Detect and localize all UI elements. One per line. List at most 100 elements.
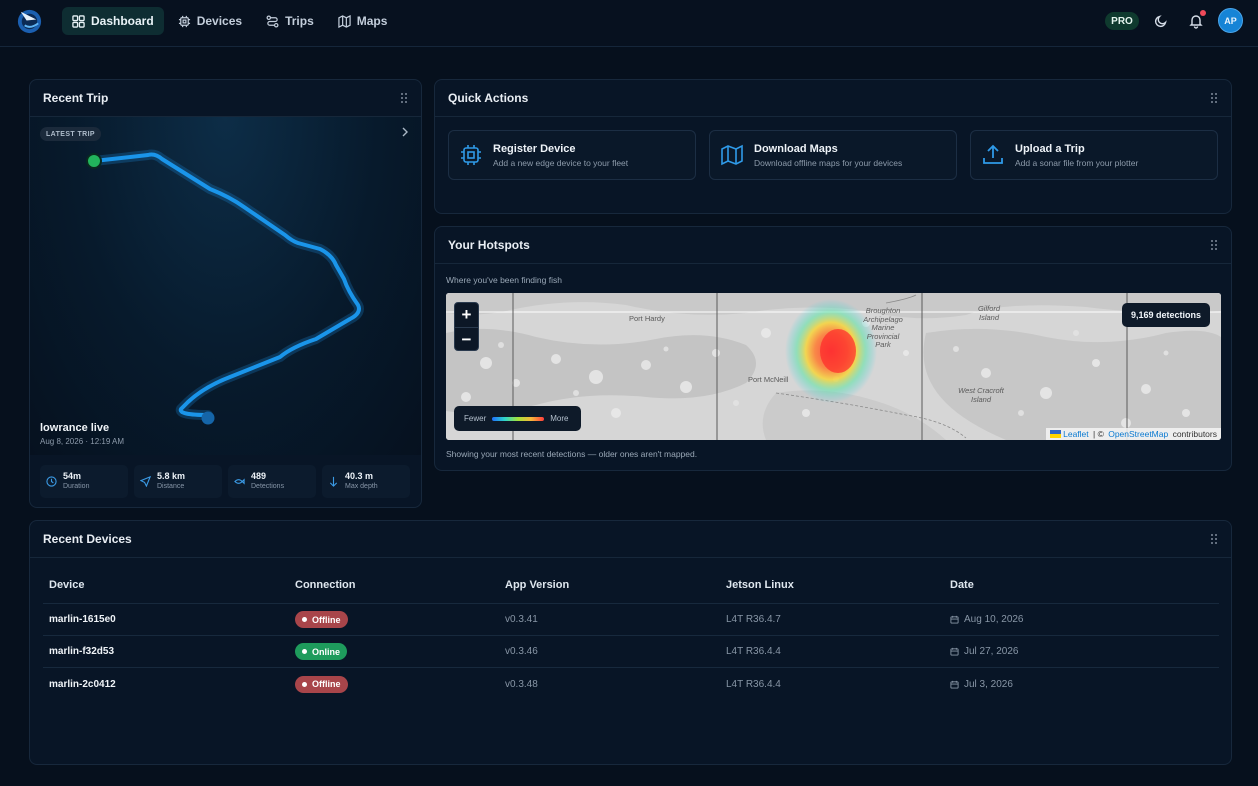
legend-gradient xyxy=(492,416,545,421)
nav-devices[interactable]: Devices xyxy=(168,7,252,35)
register-device-button[interactable]: Register Device Add a new edge device to… xyxy=(448,130,696,180)
nav-maps-label: Maps xyxy=(356,14,388,28)
device-name: marlin-2c0412 xyxy=(49,678,116,690)
stat-max-depth-value: 40.3 m xyxy=(345,471,374,481)
status-badge: Online xyxy=(295,643,348,660)
bell-icon[interactable] xyxy=(1188,13,1204,29)
table-row[interactable]: marlin-2c0412 Offline v0.3.48 L4T R36.4.… xyxy=(43,668,1219,700)
legend-fewer-label: Fewer xyxy=(464,414,487,423)
stat-distance: 5.8 km Distance xyxy=(134,465,222,498)
chip-icon xyxy=(178,15,190,27)
column-header-jetson-linux[interactable]: Jetson Linux xyxy=(726,579,794,591)
date-cell: Jul 27, 2026 xyxy=(950,646,1219,657)
quick-actions-title: Quick Actions xyxy=(448,91,529,105)
ukraine-flag-icon xyxy=(1050,430,1062,438)
detections-count-badge: 9,169 detections xyxy=(1122,303,1211,327)
recent-devices-title: Recent Devices xyxy=(43,532,132,546)
column-header-date[interactable]: Date xyxy=(950,579,974,591)
recent-trip-card: Recent Trip LATEST TRIP lowrance live Au… xyxy=(29,79,422,508)
register-device-subtitle: Add a new edge device to your fleet xyxy=(493,157,629,168)
chip-icon xyxy=(461,145,481,165)
map-label-west-cracroft: West Cracroft Island xyxy=(958,386,1004,404)
map-label-port-mcneill: Port McNeill xyxy=(748,375,789,384)
upload-trip-button[interactable]: Upload a Trip Add a sonar file from your… xyxy=(970,130,1218,180)
zoom-out-button[interactable]: − xyxy=(455,327,478,351)
latest-trip-badge: LATEST TRIP xyxy=(40,127,101,141)
download-maps-subtitle: Download offline maps for your devices xyxy=(754,157,903,168)
map-icon xyxy=(721,144,743,166)
recent-trip-header: Recent Trip xyxy=(30,80,421,117)
recent-devices-card: Recent Devices Device Connection App Ver… xyxy=(29,520,1232,765)
status-label: Offline xyxy=(312,679,341,689)
nav-dashboard[interactable]: Dashboard xyxy=(62,7,164,35)
drag-handle-icon[interactable] xyxy=(1210,533,1218,545)
stat-distance-value: 5.8 km xyxy=(157,471,186,481)
map-icon xyxy=(338,14,351,28)
nav-trips[interactable]: Trips xyxy=(256,7,324,35)
calendar-icon xyxy=(950,615,959,624)
status-dot-icon xyxy=(302,617,307,622)
nav-devices-label: Devices xyxy=(196,14,243,28)
hotspots-subtitle: Where you've been finding fish xyxy=(446,275,562,285)
table-row[interactable]: marlin-f32d53 Online v0.3.46 L4T R36.4.4… xyxy=(43,636,1219,668)
trip-name: lowrance live xyxy=(40,422,110,434)
map-label-broughton: Broughton Archipelago Marine Provincial … xyxy=(863,306,903,349)
legend-more-label: More xyxy=(550,414,569,423)
download-maps-title: Download Maps xyxy=(754,142,838,155)
drag-handle-icon[interactable] xyxy=(1210,92,1218,104)
hotspots-card: Your Hotspots Where you've been finding … xyxy=(434,226,1232,471)
hotspot-map[interactable]: Port Hardy Port McNeill Broughton Archip… xyxy=(446,293,1221,440)
trip-stats: 54m Duration 5.8 km Distance 489 Detecti… xyxy=(40,465,410,498)
quick-actions-card: Quick Actions Register Device Add a new … xyxy=(434,79,1232,214)
device-date: Aug 10, 2026 xyxy=(964,614,1024,625)
navigation-icon xyxy=(140,476,151,487)
heatmap-legend: Fewer More xyxy=(454,406,581,431)
calendar-icon xyxy=(950,680,959,689)
drag-handle-icon[interactable] xyxy=(400,92,408,104)
arrow-down-icon xyxy=(329,476,338,487)
app-version: v0.3.48 xyxy=(505,678,538,690)
stat-duration-label: Duration xyxy=(63,483,90,490)
attribution-suffix: contributors xyxy=(1170,429,1217,439)
map-attribution: Leaflet | © OpenStreetMap contributors xyxy=(1046,428,1221,440)
app-version: v0.3.46 xyxy=(505,646,538,657)
jetson-version: L4T R36.4.4 xyxy=(726,678,781,690)
app-version: v0.3.41 xyxy=(505,614,538,625)
route-icon xyxy=(266,15,279,27)
column-header-connection[interactable]: Connection xyxy=(295,579,356,591)
hotspots-footer: Showing your most recent detections — ol… xyxy=(446,449,698,459)
status-label: Offline xyxy=(312,614,341,625)
main-nav: Dashboard Devices Trips Maps xyxy=(62,7,397,35)
avatar[interactable]: AP xyxy=(1218,8,1243,33)
chevron-right-icon[interactable] xyxy=(401,127,409,137)
pro-badge: PRO xyxy=(1105,12,1139,30)
status-badge: Offline xyxy=(295,611,348,628)
zoom-in-button[interactable]: + xyxy=(461,305,472,324)
devices-table: Device Connection App Version Jetson Lin… xyxy=(43,567,1219,700)
openstreetmap-link[interactable]: OpenStreetMap xyxy=(1108,429,1169,439)
drag-handle-icon[interactable] xyxy=(1210,239,1218,251)
nav-maps[interactable]: Maps xyxy=(328,7,398,35)
download-maps-button[interactable]: Download Maps Download offline maps for … xyxy=(709,130,957,180)
hotspots-title: Your Hotspots xyxy=(448,238,530,252)
quick-actions-header: Quick Actions xyxy=(435,80,1231,117)
trip-route-preview[interactable]: LATEST TRIP lowrance live Aug 8, 2026 · … xyxy=(30,117,421,455)
device-name: marlin-1615e0 xyxy=(49,614,116,625)
stat-detections-value: 489 xyxy=(251,471,267,481)
moon-icon[interactable] xyxy=(1153,13,1169,29)
table-row[interactable]: marlin-1615e0 Offline v0.3.41 L4T R36.4.… xyxy=(43,604,1219,636)
map-tiles xyxy=(446,293,1221,440)
clock-icon xyxy=(46,476,57,487)
dashboard-icon xyxy=(72,14,85,28)
device-date: Jul 27, 2026 xyxy=(964,646,1019,657)
trip-date: Aug 8, 2026 · 12:19 AM xyxy=(40,437,125,446)
register-device-title: Register Device xyxy=(493,142,576,155)
column-header-app-version[interactable]: App Version xyxy=(505,579,570,591)
column-header-device[interactable]: Device xyxy=(49,579,85,591)
device-name: marlin-f32d53 xyxy=(49,646,115,657)
upload-trip-title: Upload a Trip xyxy=(1015,142,1085,155)
attribution-separator: | © xyxy=(1090,429,1107,439)
leaflet-link[interactable]: Leaflet xyxy=(1063,429,1089,439)
stat-duration: 54m Duration xyxy=(40,465,128,498)
marlin-logo-icon[interactable] xyxy=(15,6,44,35)
